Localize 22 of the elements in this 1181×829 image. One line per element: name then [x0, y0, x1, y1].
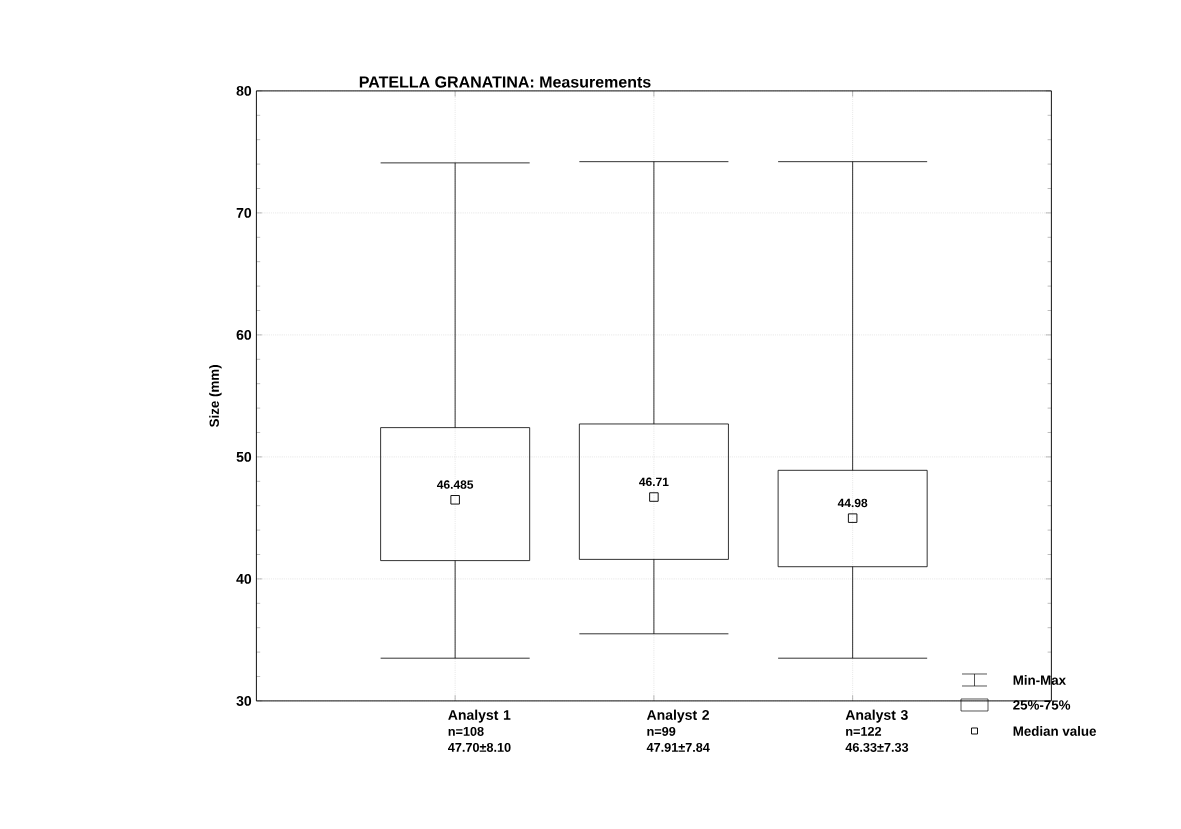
- y-axis-title: Size (mm): [209, 365, 222, 428]
- chart-title: PATELLA GRANATINA: Measurements: [359, 76, 651, 88]
- annotation: 25%-75%: [1013, 700, 1071, 710]
- text: 47.91±7.84: [646, 742, 710, 752]
- annotation: 44.98: [837, 498, 868, 508]
- x-tick-label: Analyst 1: [448, 709, 511, 723]
- y-tick-label: 30: [236, 695, 252, 706]
- text: n=108: [448, 726, 484, 736]
- text: n=99: [647, 726, 676, 736]
- y-tick-label: 80: [236, 85, 252, 96]
- y-tick-label: 60: [236, 329, 252, 340]
- y-tick-label: 70: [236, 207, 252, 218]
- text: 47.70±8.10: [448, 742, 511, 752]
- y-tick-label: 40: [236, 573, 252, 584]
- y-tick-label: 50: [236, 451, 252, 462]
- x-tick-label: Analyst 3: [845, 709, 908, 723]
- text: n=122: [846, 726, 882, 736]
- annotation: 46.485: [436, 480, 474, 489]
- text: 46.33±7.33: [845, 742, 909, 752]
- text: Median value: [1013, 726, 1096, 736]
- x-tick-label: Analyst 2: [646, 709, 709, 723]
- annotation: 46.71: [639, 477, 669, 487]
